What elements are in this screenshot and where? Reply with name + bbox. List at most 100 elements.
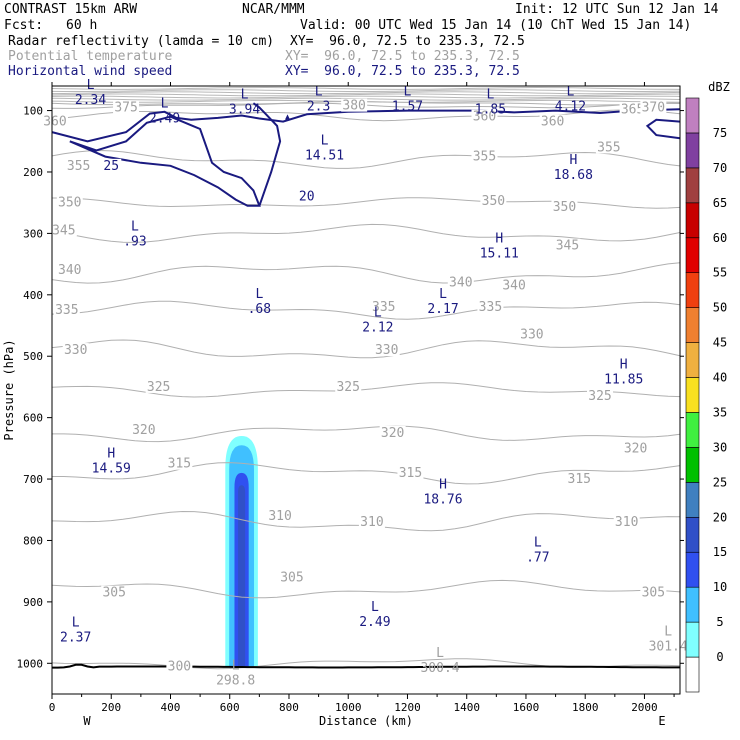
theta-label-4: 360 [43, 115, 66, 130]
theta-label-2: 365 [621, 102, 644, 117]
theta-contour-355 [51, 149, 681, 169]
theta-label-bg-4 [41, 114, 68, 128]
theta-label-bg-25 [335, 379, 362, 393]
theta-label-bg-22 [373, 343, 400, 357]
theta-label-3: 370 [642, 100, 665, 115]
theta-label-33: 310 [268, 509, 291, 524]
colorbar-box-15 [685, 132, 700, 169]
x-end-label-west: W [83, 714, 91, 728]
theta-label-31: 315 [399, 466, 422, 481]
field-3-xy: XY= 96.0, 72.5 to 235.3, 72.5 [285, 64, 520, 79]
theta-contour-340 [51, 262, 681, 284]
extremum-kind-3: L [315, 84, 323, 99]
colorbar-label-10: 10 [713, 580, 727, 594]
extremum-value-20: 298.8 [216, 674, 255, 689]
theta-label-34: 310 [360, 515, 383, 530]
theta-label-16: 340 [449, 276, 472, 291]
theta-label-bg-34 [358, 515, 385, 529]
theta-label-bg-13 [50, 223, 77, 237]
extremum-value-7: 14.51 [305, 148, 344, 163]
colorbar-label-35: 35 [713, 405, 727, 419]
colorbar-box-16 [685, 97, 700, 134]
x-tick-label-10: 2000 [631, 701, 658, 714]
wind-label-1: 20 [299, 190, 315, 205]
x-axis-label: Distance (km) [319, 714, 413, 728]
theta-label-18: 335 [55, 303, 78, 318]
colorbar-box-3 [685, 551, 700, 588]
theta-label-32: 315 [568, 472, 591, 487]
extremum-kind-12: L [439, 287, 447, 302]
extremum-kind-17: L [534, 536, 542, 551]
x-tick-label-9: 1800 [572, 701, 599, 714]
theta-label-bg-1 [341, 98, 368, 112]
colorbar-label-55: 55 [713, 266, 727, 280]
theta-label-28: 320 [381, 426, 404, 441]
x-tick-label-6: 1200 [394, 701, 421, 714]
x-tick-label-3: 600 [220, 701, 240, 714]
wind-label-0: 25 [103, 159, 119, 174]
theta-contour-320 [52, 425, 681, 443]
theta-contour-305 [51, 579, 681, 599]
y-tick-label-1: 200 [23, 166, 43, 179]
extremum-value-3: 2.3 [307, 99, 330, 114]
theta-upper-band-3 [51, 93, 681, 97]
theta-label-8: 355 [473, 150, 496, 165]
extremum-kind-5: L [487, 87, 495, 102]
extremum-kind-19: L [72, 616, 80, 631]
theta-label-bg-35 [613, 515, 640, 529]
theta-label-bg-15 [56, 263, 83, 277]
extremum-value-16: 18.76 [423, 492, 462, 507]
theta-label-11: 350 [482, 194, 505, 209]
wind-contours-layer [51, 102, 681, 669]
theta-contour-360 [51, 109, 681, 122]
colorbar-label-0: 0 [716, 650, 723, 664]
extremum-kind-21: L [436, 646, 444, 661]
theta-label-bg-7 [65, 158, 92, 172]
colorbar-box-8 [685, 377, 700, 413]
theta-upper-band-4 [51, 95, 681, 99]
theta-label-20: 335 [479, 300, 502, 315]
colorbar-label-40: 40 [713, 371, 727, 385]
valid-time: Valid: 00 UTC Wed 15 Jan 14 (10 ChT Wed … [300, 18, 692, 33]
colorbar-box-6 [685, 447, 700, 483]
x-tick-label-1: 200 [101, 701, 121, 714]
theta-label-24: 325 [147, 380, 170, 395]
x-tick-label-4: 800 [279, 701, 299, 714]
extremum-kind-13: L [374, 305, 382, 320]
theta-label-bg-30 [166, 456, 193, 470]
model-title: CONTRAST 15km ARW [4, 2, 138, 17]
theta-label-bg-36 [101, 585, 128, 599]
theta-label-7: 355 [67, 159, 90, 174]
fcst-value: 60 h [66, 18, 98, 33]
colorbar-label-25: 25 [713, 475, 727, 489]
theta-label-26: 325 [588, 389, 611, 404]
extremum-value-14: 11.85 [604, 373, 643, 388]
colorbar-layer: 0 5 10 15 20 25 30 35 40 45 50 55 60 65 70 75 dBZ [685, 80, 730, 693]
wind-label-bg-0 [101, 158, 122, 172]
theta-upper-band-1 [51, 89, 681, 92]
y-tick-label-7: 800 [23, 534, 43, 547]
colorbar-box-14 [685, 167, 700, 204]
x-tick-label-0: 0 [49, 701, 56, 714]
extremum-value-9: .93 [123, 234, 146, 249]
theta-label-bg-28 [379, 425, 406, 439]
theta-label-25: 325 [336, 380, 359, 395]
axes-layer: 0 200 400 600 800 1000 1200 1400 1600 1800 2000 100… [2, 82, 684, 728]
colorbar-box-11 [685, 272, 700, 308]
field-1-name: Radar reflectivity (lamda = 10 cm) [8, 34, 275, 49]
theta-label-bg-26 [587, 389, 614, 403]
colorbar-box-2 [685, 586, 700, 623]
theta-label-1: 380 [342, 99, 365, 114]
theta-label-23: 330 [520, 328, 543, 343]
theta-label-bg-11 [480, 193, 507, 207]
extremum-value-17: .77 [526, 551, 549, 566]
extremum-value-2: 3.94 [229, 102, 260, 117]
fcst-label: Fcst: [4, 18, 44, 33]
theta-label-35: 310 [615, 515, 638, 530]
theta-label-bg-17 [501, 278, 528, 292]
extremum-kind-16: H [439, 477, 447, 492]
extremum-kind-18: L [371, 600, 379, 615]
y-tick-label-9: 1000 [17, 657, 44, 670]
